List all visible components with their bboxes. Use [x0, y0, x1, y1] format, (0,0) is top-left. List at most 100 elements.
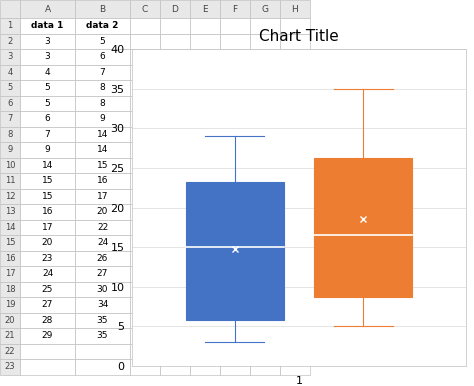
Text: 5: 5 [100, 37, 105, 46]
Text: 7: 7 [100, 68, 105, 77]
Bar [20, 111, 75, 127]
Text: 7: 7 [45, 130, 50, 139]
Bar [160, 220, 190, 235]
Text: 5: 5 [45, 83, 50, 92]
Bar [220, 313, 250, 328]
Bar [20, 34, 75, 49]
Bar [280, 328, 310, 344]
Text: C: C [142, 5, 148, 14]
Bar [190, 359, 220, 374]
Bar [75, 235, 130, 251]
Bar [190, 0, 220, 18]
Bar [250, 297, 280, 313]
Text: 16: 16 [42, 207, 53, 216]
Bar [0, 220, 20, 235]
Text: H: H [292, 5, 298, 14]
Bar [130, 142, 160, 157]
Bar [160, 0, 190, 18]
Bar [160, 157, 190, 173]
Bar [20, 204, 75, 220]
Bar [190, 281, 220, 297]
Bar [280, 297, 310, 313]
Bar [0, 313, 20, 328]
Bar [75, 49, 130, 64]
Bar [75, 313, 130, 328]
Bar [20, 251, 75, 266]
Bar [280, 127, 310, 142]
Text: 34: 34 [97, 300, 108, 309]
Bar [20, 18, 75, 34]
Bar [20, 359, 75, 374]
Bar [20, 266, 75, 281]
Bar [280, 142, 310, 157]
Bar [130, 64, 160, 80]
Bar [130, 18, 160, 34]
Text: 15: 15 [42, 192, 53, 201]
Bar [190, 34, 220, 49]
Bar [220, 328, 250, 344]
Text: A: A [45, 5, 51, 14]
Text: 8: 8 [100, 99, 105, 108]
Bar [130, 188, 160, 204]
Text: 14: 14 [97, 130, 108, 139]
Text: 15: 15 [42, 176, 53, 185]
Text: 3: 3 [7, 52, 13, 61]
Bar [160, 18, 190, 34]
Text: 15: 15 [97, 161, 108, 170]
Bar [130, 95, 160, 111]
Bar [220, 49, 250, 64]
Bar [0, 142, 20, 157]
Text: D: D [172, 5, 178, 14]
Bar [250, 204, 280, 220]
Bar [190, 188, 220, 204]
Bar [190, 328, 220, 344]
Bar [280, 95, 310, 111]
Text: 18: 18 [5, 285, 15, 294]
Text: 12: 12 [5, 192, 15, 201]
Bar [20, 127, 75, 142]
Bar [75, 220, 130, 235]
Text: 24: 24 [97, 238, 108, 247]
Text: 26: 26 [97, 254, 108, 263]
Text: data 2: data 2 [86, 21, 118, 30]
Text: 17: 17 [97, 192, 108, 201]
Bar [20, 297, 75, 313]
Bar [220, 235, 250, 251]
Bar [20, 344, 75, 359]
Bar [190, 127, 220, 142]
Bar [220, 142, 250, 157]
Text: 29: 29 [42, 331, 53, 340]
Text: 2: 2 [8, 37, 13, 46]
Bar [0, 127, 20, 142]
Bar [130, 80, 160, 95]
Text: 11: 11 [5, 176, 15, 185]
Text: 14: 14 [42, 161, 53, 170]
Bar [250, 0, 280, 18]
Text: 1: 1 [8, 21, 13, 30]
Text: E: E [202, 5, 208, 14]
Text: 17: 17 [5, 269, 15, 278]
Bar [160, 34, 190, 49]
Text: B: B [100, 5, 106, 14]
Bar [250, 80, 280, 95]
Bar [250, 359, 280, 374]
Bar [190, 173, 220, 188]
Text: 5: 5 [8, 83, 13, 92]
Text: 35: 35 [97, 316, 108, 325]
Bar [130, 328, 160, 344]
Bar [280, 251, 310, 266]
Bar [130, 157, 160, 173]
Bar [0, 328, 20, 344]
Bar [220, 359, 250, 374]
Bar [130, 297, 160, 313]
Bar [280, 220, 310, 235]
Bar [75, 80, 130, 95]
Bar [190, 297, 220, 313]
Text: 9: 9 [100, 114, 105, 123]
Text: 4: 4 [45, 68, 50, 77]
Bar [75, 111, 130, 127]
Bar [250, 313, 280, 328]
Bar [160, 173, 190, 188]
Bar [0, 359, 20, 374]
Bar [75, 157, 130, 173]
